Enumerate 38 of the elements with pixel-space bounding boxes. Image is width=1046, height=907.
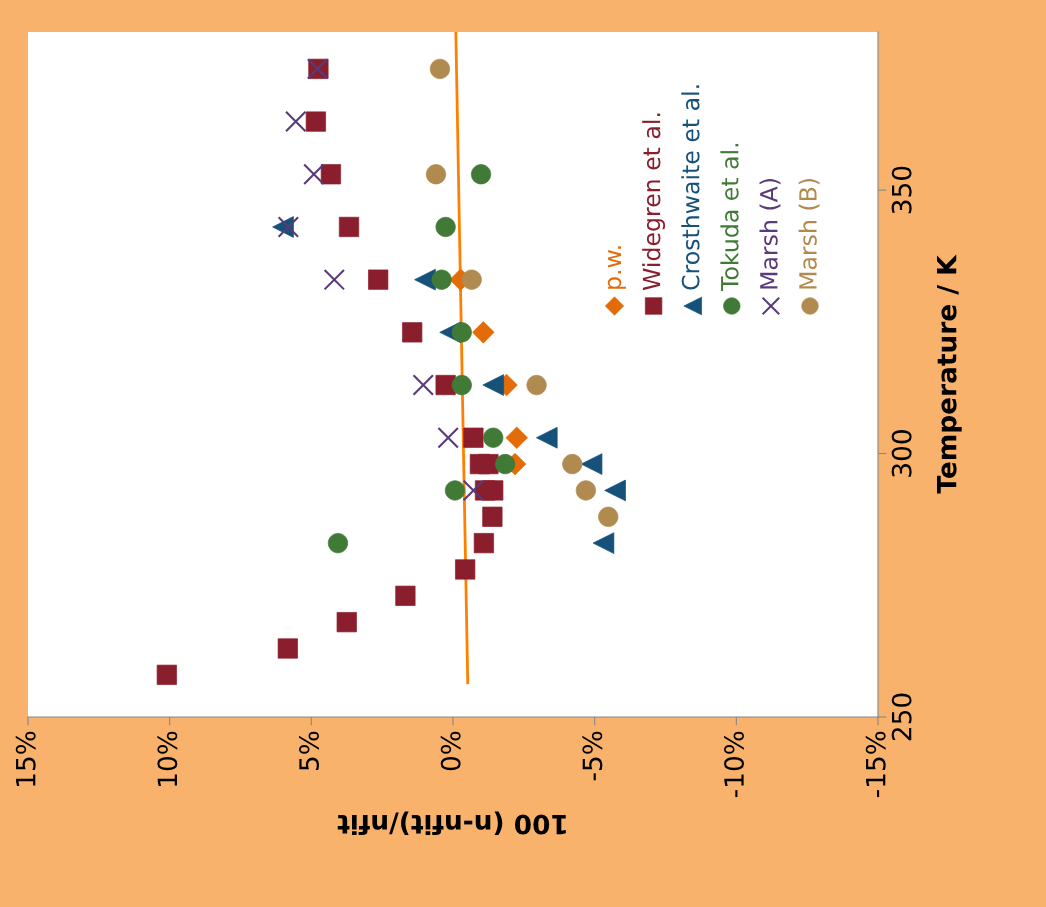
- text: Crosthwaite et al.: [681, 85, 700, 290]
- point: [592, 532, 615, 554]
- y-tick-label: 300: [891, 430, 912, 477]
- x-tick-label: -10%: [724, 731, 744, 798]
- y-axis-title: Temperature / K: [936, 254, 962, 494]
- point: [412, 374, 435, 396]
- x-tick-label: 15%: [15, 731, 36, 786]
- point: [580, 453, 603, 475]
- point: [444, 480, 466, 501]
- x-tick-label: 10%: [157, 731, 178, 786]
- point: [323, 268, 346, 291]
- point: [473, 533, 494, 554]
- point: [598, 506, 619, 527]
- text: Marsh (A): [759, 179, 781, 289]
- point: [505, 426, 528, 449]
- point: [462, 479, 485, 502]
- text: Widegren et al.: [642, 113, 666, 291]
- point: [461, 269, 482, 290]
- point: [305, 111, 326, 132]
- point: [338, 216, 360, 238]
- text: Tokuda et al.: [720, 143, 739, 291]
- point: [303, 163, 325, 186]
- x-axis-title: 100 (n-nfit)/nfit: [337, 811, 566, 836]
- x-tick-label: -15%: [865, 731, 886, 798]
- y-tick-label: 250: [891, 693, 912, 741]
- point: [327, 533, 349, 554]
- point: [277, 216, 300, 238]
- point: [437, 426, 459, 449]
- x-tick-label: 0%: [440, 731, 461, 771]
- point: [156, 664, 177, 685]
- point: [320, 164, 341, 185]
- point: [284, 110, 307, 133]
- point: [368, 269, 389, 290]
- x-tick-label: -5%: [582, 731, 603, 781]
- text: Marsh (B): [798, 179, 820, 289]
- y-tick-label: 350: [891, 166, 912, 214]
- text: p.w.: [607, 246, 626, 289]
- x-tick-label: 5%: [299, 731, 319, 771]
